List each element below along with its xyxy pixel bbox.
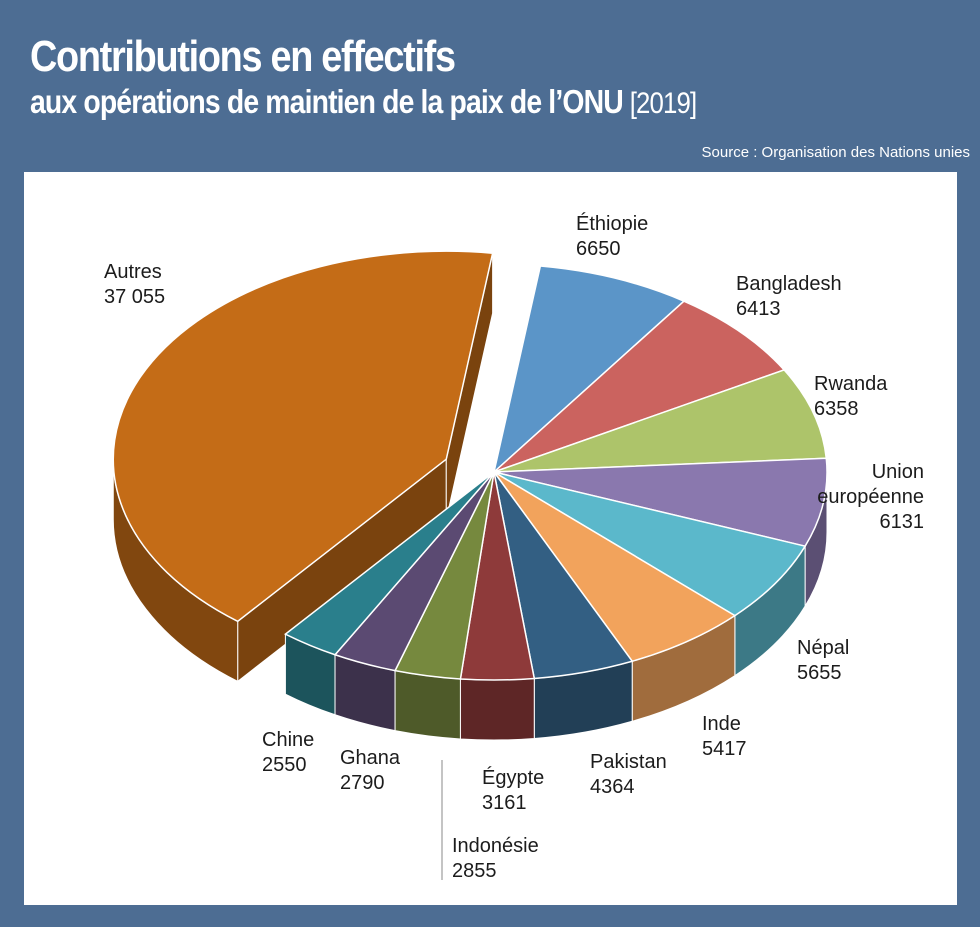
pie-slice bbox=[112, 250, 494, 623]
slice-value: 2550 bbox=[262, 754, 307, 776]
pie-slice bbox=[493, 471, 807, 617]
slice-value: 2790 bbox=[340, 772, 385, 794]
slice-value: 5655 bbox=[797, 662, 842, 684]
pie-slice bbox=[493, 457, 828, 548]
slice-label: Indonésie 2855 bbox=[452, 835, 539, 882]
pie-slice bbox=[284, 471, 495, 656]
slice-label: Égypte 3161 bbox=[482, 766, 544, 814]
chart-subtitle: aux opérations de maintien de la paix de… bbox=[30, 82, 697, 124]
slice-value: 6413 bbox=[736, 298, 781, 320]
slice-value: 6358 bbox=[814, 398, 859, 420]
slice-value: 2855 bbox=[452, 860, 497, 882]
slice-label: Rwanda 6358 bbox=[814, 373, 888, 420]
slice-value: 6650 bbox=[576, 238, 621, 260]
slice-label: Inde 5417 bbox=[702, 713, 747, 760]
slice-label: Éthiopie 6650 bbox=[576, 212, 648, 260]
chart-panel: Éthiopie 6650 Bangladesh 6413 Rwanda 6358 Unio… bbox=[24, 172, 957, 905]
pie-slice bbox=[493, 300, 786, 473]
slice-value: 3161 bbox=[482, 792, 527, 814]
slice-side bbox=[459, 677, 535, 741]
slice-label: Bangladesh 6413 bbox=[736, 273, 842, 320]
year-label: [2019] bbox=[629, 87, 697, 120]
title-block: Contributions en effectifs aux opération… bbox=[30, 34, 805, 124]
chart-title: Contributions en effectifs bbox=[30, 32, 456, 81]
slice-side bbox=[394, 670, 461, 740]
source-note: Source : Organisation des Nations unies bbox=[701, 144, 970, 161]
slice-label: Union européenne 6131 bbox=[817, 461, 924, 533]
pie-slice bbox=[492, 265, 686, 475]
slice-value: 5417 bbox=[702, 738, 747, 760]
pie-slice bbox=[493, 471, 737, 663]
slice-value: 37 055 bbox=[104, 286, 165, 308]
slice-value: 4364 bbox=[590, 776, 635, 798]
pie-slice bbox=[493, 369, 828, 473]
slice-label: Chine 2550 bbox=[262, 729, 314, 776]
slice-label: Népal 5655 bbox=[797, 637, 849, 684]
slice-label: Ghana 2790 bbox=[340, 747, 401, 794]
slice-label: Pakistan 4364 bbox=[590, 751, 667, 798]
subtitle-text: aux opérations de maintien de la paix de… bbox=[30, 83, 624, 120]
pie-chart: Éthiopie 6650 Bangladesh 6413 Rwanda 6358 Unio… bbox=[104, 212, 924, 882]
slice-value: 6131 bbox=[880, 511, 925, 533]
slice-label: Autres 37 055 bbox=[104, 261, 165, 308]
